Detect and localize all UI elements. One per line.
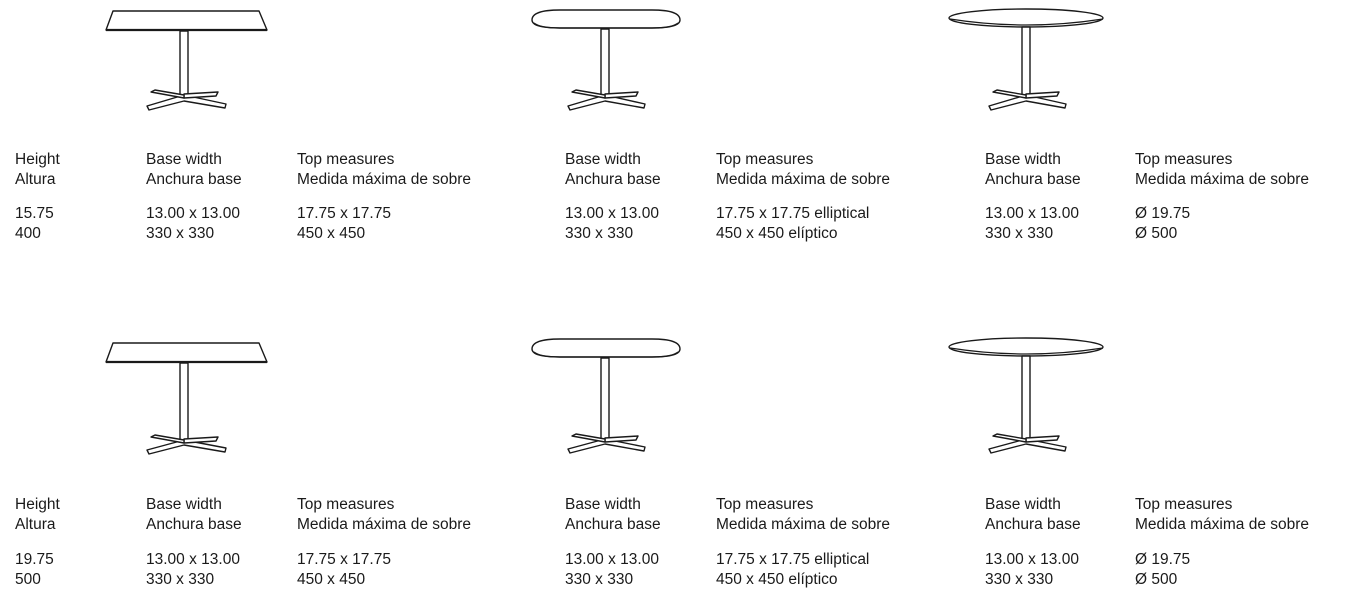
top-value-mm: Ø 500 [1135, 571, 1178, 588]
base-width-label: Base width Anchura base [565, 495, 661, 535]
round-table-icon [940, 6, 1110, 118]
top-label-es: Medida máxima de sobre [1135, 516, 1310, 533]
top-value-in: 17.75 x 17.75 [297, 205, 391, 222]
top-measures-label: Top measures Medida máxima de sobre [297, 495, 471, 535]
top-measures-label: Top measures Medida máxima de sobre [297, 150, 471, 190]
top-measures-value: 17.75 x 17.75 elliptical 450 x 450 elípt… [716, 204, 869, 244]
top-measures-label: Top measures Medida máxima de sobre [716, 495, 890, 535]
top-value-in: Ø 19.75 [1135, 205, 1191, 222]
base-value-mm: 330 x 330 [146, 225, 215, 242]
top-label-es: Medida máxima de sobre [716, 516, 891, 533]
top-label-en: Top measures [716, 151, 814, 168]
top-label-en: Top measures [1135, 151, 1233, 168]
top-value-mm: 450 x 450 elíptico [716, 571, 838, 588]
elliptical-table-icon [520, 6, 690, 118]
base-value-mm: 330 x 330 [146, 571, 215, 588]
top-measures-value: 17.75 x 17.75 elliptical 450 x 450 elípt… [716, 550, 869, 590]
base-value-in: 13.00 x 13.00 [985, 551, 1079, 568]
base-label-es: Anchura base [565, 516, 661, 533]
height-value: 15.75 400 [15, 204, 54, 244]
top-label-en: Top measures [1135, 496, 1233, 513]
height-value-in: 19.75 [15, 551, 54, 568]
base-value-in: 13.00 x 13.00 [565, 205, 659, 222]
top-measures-label: Top measures Medida máxima de sobre [1135, 150, 1309, 190]
base-label-en: Base width [565, 151, 641, 168]
top-label-en: Top measures [297, 496, 395, 513]
height-label-es: Altura [15, 171, 56, 188]
base-label-en: Base width [985, 151, 1061, 168]
base-label-en: Base width [565, 496, 641, 513]
base-label-es: Anchura base [985, 171, 1081, 188]
top-measures-value: Ø 19.75 Ø 500 [1135, 204, 1190, 244]
height-value: 19.75 500 [15, 550, 54, 590]
top-label-es: Medida máxima de sobre [716, 171, 891, 188]
height-label: Height Altura [15, 150, 60, 190]
top-measures-label: Top measures Medida máxima de sobre [1135, 495, 1309, 535]
base-width-label: Base width Anchura base [985, 150, 1081, 190]
height-label-es: Altura [15, 516, 56, 533]
base-width-value: 13.00 x 13.00 330 x 330 [146, 204, 240, 244]
top-label-en: Top measures [716, 496, 814, 513]
base-value-mm: 330 x 330 [565, 571, 634, 588]
top-value-mm: 450 x 450 elíptico [716, 225, 838, 242]
base-label-en: Base width [985, 496, 1061, 513]
height-value-in: 15.75 [15, 205, 54, 222]
top-value-in: Ø 19.75 [1135, 551, 1191, 568]
top-value-in: 17.75 x 17.75 elliptical [716, 551, 870, 568]
top-measures-value: 17.75 x 17.75 450 x 450 [297, 550, 391, 590]
base-value-in: 13.00 x 13.00 [985, 205, 1079, 222]
top-label-es: Medida máxima de sobre [1135, 171, 1310, 188]
base-value-mm: 330 x 330 [985, 225, 1054, 242]
base-width-value: 13.00 x 13.00 330 x 330 [146, 550, 240, 590]
base-width-value: 13.00 x 13.00 330 x 330 [985, 550, 1079, 590]
height-label: Height Altura [15, 495, 60, 535]
base-width-value: 13.00 x 13.00 330 x 330 [985, 204, 1079, 244]
top-label-en: Top measures [297, 151, 395, 168]
base-label-es: Anchura base [565, 171, 661, 188]
base-value-in: 13.00 x 13.00 [565, 551, 659, 568]
base-value-in: 13.00 x 13.00 [146, 551, 240, 568]
elliptical-table-icon [520, 337, 690, 462]
square-table-icon [100, 340, 270, 465]
top-value-in: 17.75 x 17.75 elliptical [716, 205, 870, 222]
top-value-mm: 450 x 450 [297, 225, 366, 242]
base-width-value: 13.00 x 13.00 330 x 330 [565, 550, 659, 590]
base-label-es: Anchura base [146, 516, 242, 533]
top-value-in: 17.75 x 17.75 [297, 551, 391, 568]
base-width-label: Base width Anchura base [565, 150, 661, 190]
base-width-value: 13.00 x 13.00 330 x 330 [565, 204, 659, 244]
top-value-mm: Ø 500 [1135, 225, 1178, 242]
base-label-en: Base width [146, 496, 222, 513]
round-table-icon [940, 337, 1110, 462]
base-label-es: Anchura base [985, 516, 1081, 533]
height-label-en: Height [15, 496, 60, 513]
base-label-en: Base width [146, 151, 222, 168]
base-width-label: Base width Anchura base [146, 495, 242, 535]
base-value-mm: 330 x 330 [565, 225, 634, 242]
top-value-mm: 450 x 450 [297, 571, 366, 588]
height-value-mm: 500 [15, 571, 41, 588]
top-measures-value: Ø 19.75 Ø 500 [1135, 550, 1190, 590]
base-value-in: 13.00 x 13.00 [146, 205, 240, 222]
top-measures-value: 17.75 x 17.75 450 x 450 [297, 204, 391, 244]
square-table-icon [100, 6, 270, 118]
height-value-mm: 400 [15, 225, 41, 242]
base-width-label: Base width Anchura base [985, 495, 1081, 535]
top-label-es: Medida máxima de sobre [297, 171, 472, 188]
height-label-en: Height [15, 151, 60, 168]
base-label-es: Anchura base [146, 171, 242, 188]
top-label-es: Medida máxima de sobre [297, 516, 472, 533]
base-value-mm: 330 x 330 [985, 571, 1054, 588]
top-measures-label: Top measures Medida máxima de sobre [716, 150, 890, 190]
base-width-label: Base width Anchura base [146, 150, 242, 190]
